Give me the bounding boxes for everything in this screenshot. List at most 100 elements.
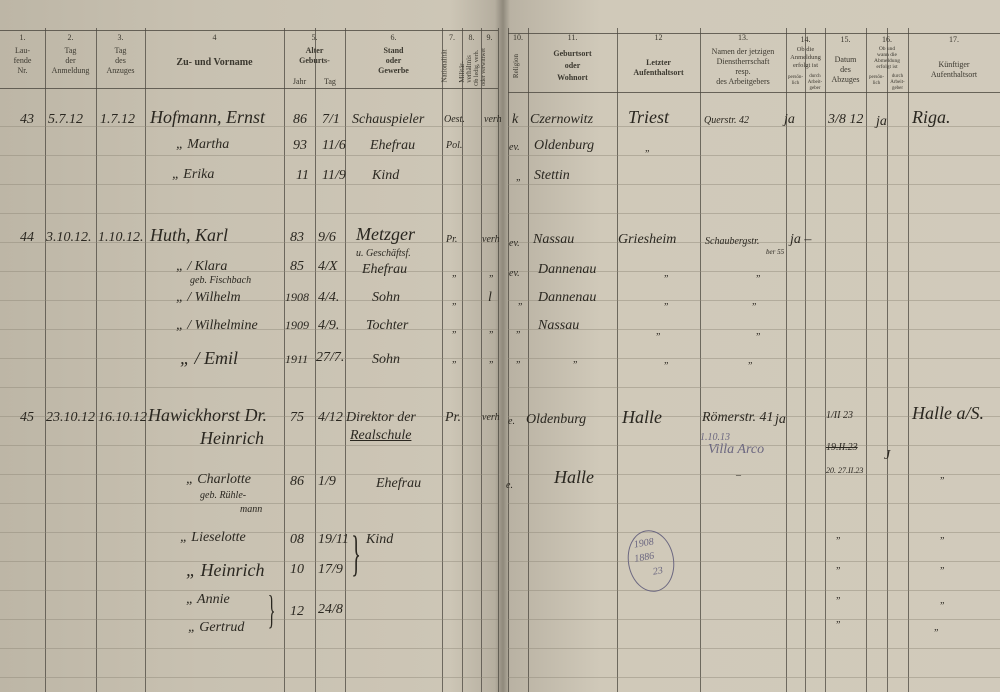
entry-number: 43: [20, 112, 34, 127]
ditto: „: [836, 560, 842, 571]
occupation: Sohn: [372, 352, 400, 367]
ruled-line: [0, 329, 498, 330]
ruled-line: [508, 474, 1000, 475]
birth-year: 86: [293, 112, 307, 127]
departure-date: 3/8 12: [828, 112, 864, 127]
registered-in-person: ja –: [790, 232, 812, 247]
ruled-line: [508, 213, 1000, 214]
occupation-line2: Realschule: [350, 428, 412, 443]
ditto: „: [836, 590, 842, 601]
last-residence: Griesheim: [618, 232, 677, 247]
marital-status: l: [488, 290, 492, 305]
employer: –: [736, 470, 741, 481]
employer-line2: ber 55: [766, 248, 785, 256]
ruled-line: [508, 126, 1000, 127]
col-header-anzug: Tag des Anzuges: [106, 46, 135, 75]
col-subheader-persoenlich: persön- lich: [869, 75, 884, 86]
nationality: Pr.: [446, 234, 458, 245]
future-residence: Halle a/S.: [912, 403, 984, 423]
ruled-line: [508, 677, 1000, 678]
col-header-religion: Religion: [512, 53, 521, 79]
nationality: Pol.: [446, 140, 463, 151]
occupation: Direktor der: [346, 410, 416, 425]
col-number: 17.: [949, 35, 959, 44]
birthplace: Halle: [554, 467, 594, 487]
birth-year: 75: [290, 410, 304, 425]
col-subheader-arbeitgeber: durch Arbeit- geber: [890, 74, 905, 91]
religion: e.: [508, 416, 515, 427]
ruled-line: [508, 561, 1000, 562]
ditto: „: [452, 354, 458, 365]
col-header-familienstand: Ob ledig, verh. oder verwittwet: [473, 48, 487, 86]
nationality: Pr.: [445, 410, 461, 425]
ruled-line: [508, 416, 1000, 417]
ruled-line: [0, 474, 498, 475]
birth-year: 08: [290, 532, 304, 547]
brace: }: [267, 587, 276, 632]
person-name: „ / Klara: [176, 259, 228, 274]
employer: Querstr. 42: [704, 115, 750, 126]
future-residence: Riga.: [912, 107, 951, 127]
ruled-line: [0, 213, 498, 214]
col-number: 10.: [513, 33, 523, 42]
anmeldung-date: 3.10.12.: [46, 230, 92, 245]
birth-year: 1908: [285, 290, 309, 304]
person-name: Huth, Karl: [150, 225, 229, 245]
ditto: „: [452, 324, 458, 335]
ditto: „: [664, 355, 670, 366]
employer: Römerstr. 41: [702, 410, 774, 425]
col-number: 5.: [311, 33, 318, 42]
ditto: „: [516, 324, 522, 335]
ruled-line: [508, 503, 1000, 504]
person-name: „ Heinrich: [186, 560, 265, 580]
birth-day: 11/6: [322, 138, 346, 153]
ruled-line: [0, 561, 498, 562]
col-number: 15.: [840, 35, 851, 44]
occupation: Ehefrau: [370, 138, 416, 153]
ruled-line: [0, 445, 498, 446]
maiden-name-line2: mann: [240, 504, 263, 515]
employer-pencil-note: Villa Arco: [708, 442, 765, 457]
ruled-line: [0, 126, 498, 127]
ruled-line: [0, 155, 498, 156]
col-number: 3.: [117, 33, 124, 42]
col-number: 11.: [567, 33, 578, 42]
ruled-line: [0, 590, 498, 591]
ruled-line: [0, 358, 498, 359]
ruled-line: [508, 242, 1000, 243]
col-header-nationalitaet: Nationalität: [440, 49, 449, 83]
birth-year: 11: [296, 168, 309, 183]
ditto: „: [940, 470, 946, 481]
ditto: „: [940, 560, 946, 571]
birth-year: 83: [290, 230, 304, 245]
ruled-line: [0, 648, 498, 649]
ruled-line: [508, 271, 1000, 272]
brace: }: [351, 525, 361, 581]
ditto: „: [664, 268, 670, 279]
pencil-annotation-circle: 1908 1886 23: [622, 526, 680, 596]
birth-day: 9/6: [318, 230, 336, 245]
nationality: Oest.: [444, 114, 465, 125]
col-number: 14.: [800, 35, 811, 44]
birth-year: 10: [290, 562, 304, 577]
col-header-lfd-nr: Lau- fende Nr.: [13, 46, 32, 75]
ruled-line: [0, 677, 498, 678]
entry-number: 44: [20, 230, 34, 245]
ditto: „: [752, 296, 758, 307]
pencil-note: 23: [652, 565, 664, 578]
birth-year: 1911: [285, 352, 309, 366]
person-name: „ Gertrud: [188, 620, 245, 635]
birth-day: 27/7.: [316, 350, 345, 365]
birthplace: Dannenau: [538, 262, 597, 277]
person-name: „ Erika: [172, 167, 215, 182]
employer-pencil-note: 1.10.13: [700, 432, 730, 443]
marital-status: verh: [482, 412, 500, 423]
ditto: „: [664, 296, 670, 307]
col-subheader-arbeitgeber: durch Arbeit- geber: [807, 74, 823, 91]
occupation: Metzger: [356, 224, 415, 244]
ditto: „: [573, 354, 579, 365]
ruled-line: [0, 532, 498, 533]
religion: ev.: [509, 238, 520, 249]
ditto: „: [489, 324, 495, 335]
